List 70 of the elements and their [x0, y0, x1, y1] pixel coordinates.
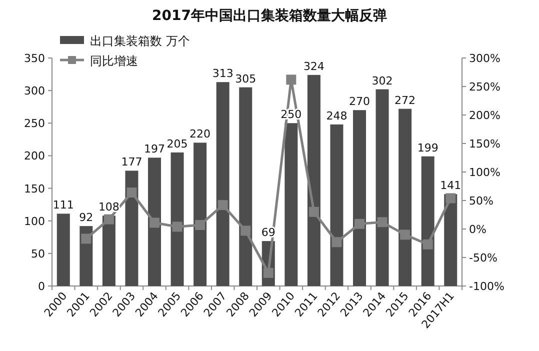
point — [422, 239, 433, 250]
legend-label: 同比增速 — [90, 54, 138, 68]
point — [263, 268, 274, 278]
data-label: 305 — [235, 72, 256, 86]
y-tick-label: 150 — [24, 182, 45, 196]
bar — [194, 142, 207, 286]
y2-tick-label: 50% — [469, 194, 494, 208]
data-label: 69 — [261, 226, 276, 240]
y-tick-label: 350 — [24, 52, 45, 65]
bar — [398, 108, 412, 286]
bar — [307, 74, 320, 286]
data-label: 111 — [52, 198, 74, 212]
data-label: 177 — [121, 156, 142, 169]
y-tick-label: 100 — [24, 214, 45, 228]
data-label: 324 — [303, 60, 324, 73]
bar — [56, 214, 70, 286]
point — [308, 206, 319, 217]
y-tick-label: 250 — [24, 117, 45, 130]
data-label: 141 — [440, 179, 462, 192]
point — [446, 193, 456, 204]
y2-tick-label: 250% — [469, 80, 500, 94]
bar — [216, 82, 230, 286]
y2-tick-label: 100% — [469, 166, 500, 179]
point — [81, 234, 92, 244]
bar — [125, 170, 138, 286]
legend-label: 出口集装箱数 万个 — [90, 34, 190, 48]
y2-tick-label: 150% — [469, 138, 500, 150]
data-label: 197 — [144, 142, 165, 156]
data-label: 250 — [280, 108, 302, 122]
chart-title: 2017年中国出口集装箱数量大幅反弹 — [152, 7, 387, 24]
y2-tick-label: -50% — [469, 252, 498, 264]
point — [150, 218, 160, 228]
point — [377, 217, 388, 228]
point — [172, 222, 182, 232]
y-tick-label: 300 — [24, 84, 45, 98]
data-label: 313 — [212, 67, 234, 80]
data-label: 302 — [372, 74, 393, 88]
y2-tick-label: 200% — [469, 109, 500, 122]
bar — [148, 158, 161, 286]
point — [240, 226, 251, 236]
point — [286, 74, 296, 85]
point — [400, 230, 410, 240]
bar — [170, 152, 184, 286]
data-label: 270 — [349, 95, 370, 108]
bar — [421, 156, 434, 286]
bar — [284, 123, 298, 286]
data-label: 248 — [326, 109, 348, 122]
data-label: 108 — [98, 200, 120, 214]
bar — [376, 89, 389, 286]
data-label: 272 — [394, 94, 416, 107]
bar — [353, 110, 366, 286]
point — [332, 237, 342, 248]
y-tick-label: 50 — [31, 247, 45, 260]
bar — [239, 87, 252, 286]
bar — [330, 124, 344, 286]
point — [104, 214, 114, 224]
data-label: 199 — [417, 141, 438, 154]
y-tick-label: 0 — [38, 280, 45, 293]
y2-tick-label: 0% — [469, 223, 486, 236]
data-label: 205 — [166, 137, 188, 150]
point — [126, 188, 137, 198]
point — [218, 200, 228, 210]
y-tick-label: 200 — [24, 150, 45, 163]
point — [354, 218, 364, 229]
bar — [444, 194, 458, 286]
y2-tick-label: -100% — [469, 280, 504, 293]
data-label: 220 — [190, 128, 211, 141]
point — [195, 220, 206, 230]
y2-tick-label: 300% — [469, 52, 500, 65]
data-label: 92 — [79, 211, 94, 224]
